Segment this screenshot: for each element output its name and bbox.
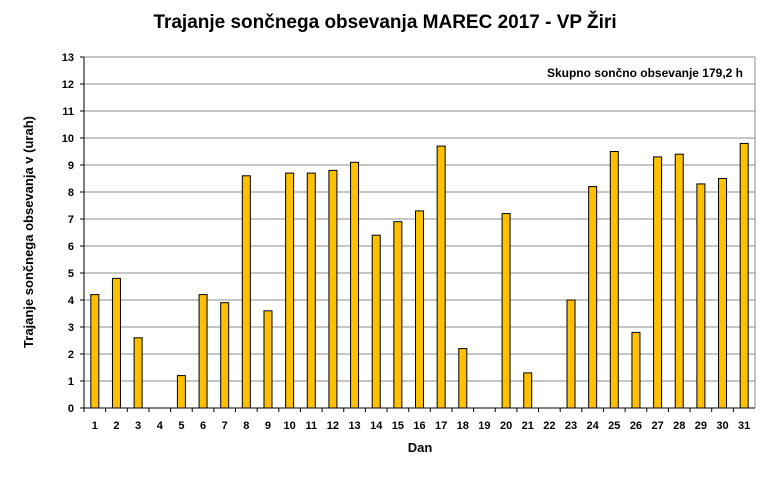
bar-day-3	[133, 337, 143, 409]
bar-day-11	[306, 172, 316, 409]
bar-day-30	[718, 178, 728, 409]
bar-day-8	[241, 175, 251, 409]
x-tick-label: 5	[178, 420, 184, 432]
x-tick-label: 10	[284, 420, 296, 432]
x-tick-label: 28	[673, 420, 685, 432]
y-tick-label: 2	[68, 349, 74, 361]
x-tick-label: 3	[135, 420, 141, 432]
x-tick-label: 30	[716, 420, 728, 432]
x-tick-label: 13	[348, 420, 360, 432]
bar-day-28	[674, 153, 684, 409]
y-tick-label: 1	[68, 376, 74, 388]
bar-day-12	[328, 169, 338, 409]
axes	[80, 56, 755, 412]
x-tick-label: 22	[543, 420, 555, 432]
bar-day-23	[566, 299, 576, 409]
y-tick-label: 12	[62, 79, 74, 91]
bar-day-5	[176, 375, 186, 409]
x-tick-label: 24	[587, 420, 600, 432]
bar-day-24	[588, 186, 598, 409]
bar-day-6	[198, 294, 208, 409]
bar-day-18	[458, 348, 468, 409]
y-tick-label: 0	[68, 403, 74, 415]
bar-day-21	[523, 372, 533, 409]
y-tick-label: 11	[62, 106, 74, 118]
bar-day-27	[653, 156, 663, 409]
y-tick-label: 9	[68, 160, 74, 172]
total-annotation: Skupno sončno obsevanje 179,2 h	[547, 66, 743, 80]
bar-day-7	[220, 302, 230, 409]
x-tick-label: 8	[243, 420, 249, 432]
bar-day-20	[501, 213, 511, 409]
y-tick-label: 5	[68, 268, 74, 280]
bar-day-10	[285, 172, 295, 409]
y-axis-label: Trajanje sončnega obsevanja v (urah)	[21, 116, 36, 348]
y-tick-label: 13	[62, 52, 74, 64]
x-tick-label: 11	[305, 420, 317, 432]
bar-day-13	[350, 161, 360, 409]
x-tick-label: 12	[327, 420, 339, 432]
bar-day-31	[739, 142, 749, 409]
y-tick-label: 7	[68, 214, 74, 226]
x-tick-label: 19	[478, 420, 490, 432]
bars	[90, 142, 749, 409]
x-tick-label: 21	[522, 420, 534, 432]
x-tick-label: 26	[630, 420, 642, 432]
x-tick-label: 14	[370, 420, 383, 432]
bar-day-26	[631, 331, 641, 409]
bar-day-17	[436, 145, 446, 409]
x-tick-label: 20	[500, 420, 512, 432]
x-tick-label: 16	[413, 420, 425, 432]
bar-day-14	[371, 234, 381, 409]
y-tick-label: 8	[68, 187, 74, 199]
bar-day-25	[609, 151, 619, 409]
x-tick-label: 7	[222, 420, 228, 432]
x-tick-label: 31	[738, 420, 750, 432]
y-tick-label: 6	[68, 241, 74, 253]
x-tick-label: 29	[695, 420, 707, 432]
bar-day-15	[393, 221, 403, 409]
y-tick-label: 10	[62, 133, 74, 145]
bar-day-1	[90, 294, 100, 409]
x-axis-label: Dan	[408, 440, 433, 455]
x-tick-label: 2	[113, 420, 119, 432]
y-tick-label: 3	[68, 322, 74, 334]
chart-title: Trajanje sončnega obsevanja MAREC 2017 -…	[153, 12, 617, 33]
x-tick-label: 1	[92, 420, 98, 432]
x-tick-label: 18	[457, 420, 469, 432]
bar-day-16	[415, 210, 424, 409]
x-tick-label: 25	[608, 420, 620, 432]
x-tick-label: 4	[157, 420, 164, 432]
x-tick-label: 27	[651, 420, 663, 432]
x-tick-label: 9	[265, 420, 271, 432]
x-tick-label: 15	[392, 420, 404, 432]
x-tick-label: 23	[565, 420, 577, 432]
y-tick-label: 4	[68, 295, 75, 307]
bar-day-9	[263, 310, 273, 409]
bar-day-2	[111, 277, 121, 409]
bar-day-29	[696, 183, 706, 409]
x-tick-label: 6	[200, 420, 206, 432]
x-tick-label: 17	[435, 420, 447, 432]
